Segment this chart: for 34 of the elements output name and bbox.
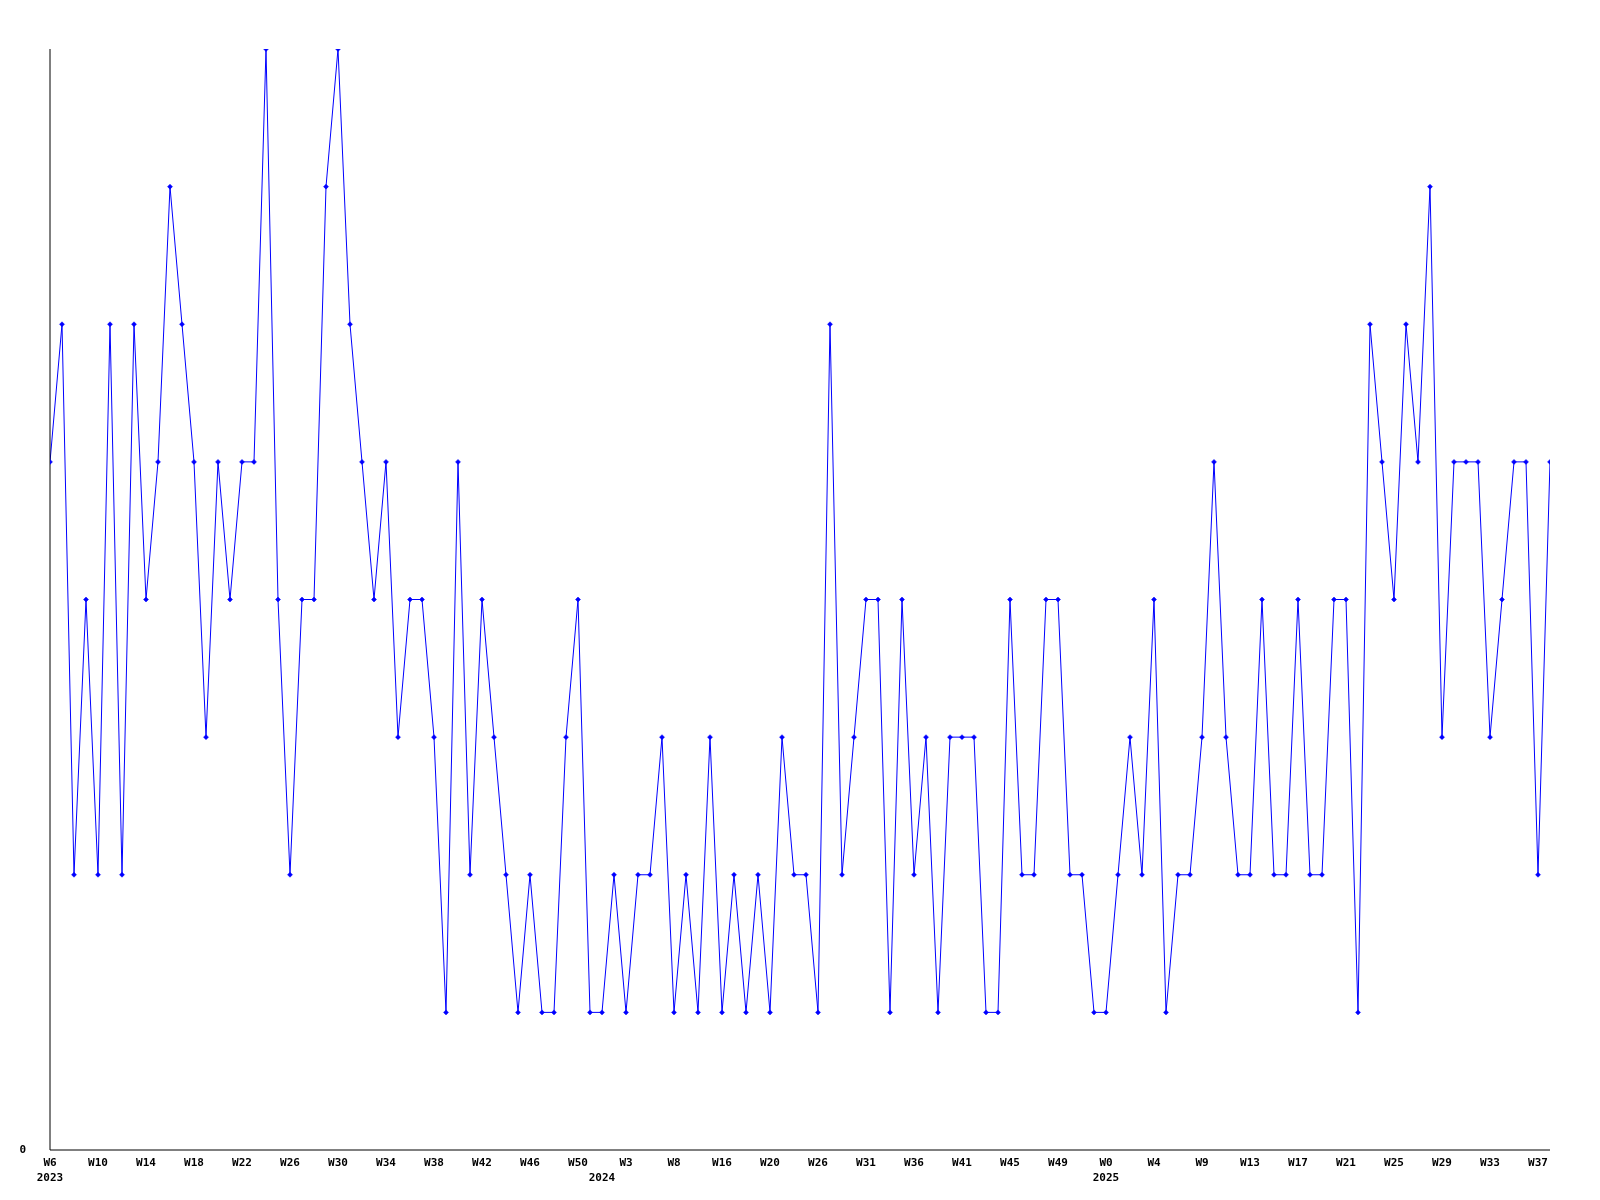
x-tick-label: W46 [520, 1156, 541, 1169]
x-tick-label: W26 [808, 1156, 829, 1169]
x-tick-label: W3 [619, 1156, 633, 1169]
x-tick-label: W20 [760, 1156, 780, 1169]
x-tick-label: W49 [1048, 1156, 1068, 1169]
x-tick-label: W38 [424, 1156, 444, 1169]
x-tick-label: W37 [1528, 1156, 1548, 1169]
x-tick-label: W31 [856, 1156, 877, 1169]
x-tick-label: W34 [376, 1156, 397, 1169]
x-tick-label: W17 [1288, 1156, 1308, 1169]
x-tick-label: W45 [1000, 1156, 1020, 1169]
x-tick-label: W9 [1195, 1156, 1209, 1169]
x-tick-label: W22 [232, 1156, 252, 1169]
x-tick-label: W30 [328, 1156, 348, 1169]
x-tick-label: W18 [184, 1156, 204, 1169]
x-tick-label: W14 [136, 1156, 157, 1169]
x-tick-label: W10 [88, 1156, 108, 1169]
x-tick-label: W26 [280, 1156, 301, 1169]
x-tick-label: W8 [667, 1156, 681, 1169]
x-tick-label: W21 [1336, 1156, 1357, 1169]
x-tick-label: W16 [712, 1156, 733, 1169]
x-tick-label: W50 [568, 1156, 588, 1169]
x-tick-label: 2024 [588, 1171, 616, 1184]
x-tick-label: W41 [952, 1156, 973, 1169]
x-tick-label: W6 2023 [36, 1156, 64, 1184]
x-tick-label: W4 [1147, 1156, 1161, 1169]
x-tick-label: W0 2025 [1092, 1156, 1120, 1184]
text: 0 [18, 1143, 26, 1157]
x-tick-label: W25 [1384, 1156, 1404, 1169]
x-tick-label: W13 [1240, 1156, 1260, 1169]
x-tick-label: W42 [472, 1156, 492, 1169]
x-tick-label: W29 [1432, 1156, 1452, 1169]
x-tick-label: W33 [1480, 1156, 1500, 1169]
x-tick-label: W36 [904, 1156, 925, 1169]
